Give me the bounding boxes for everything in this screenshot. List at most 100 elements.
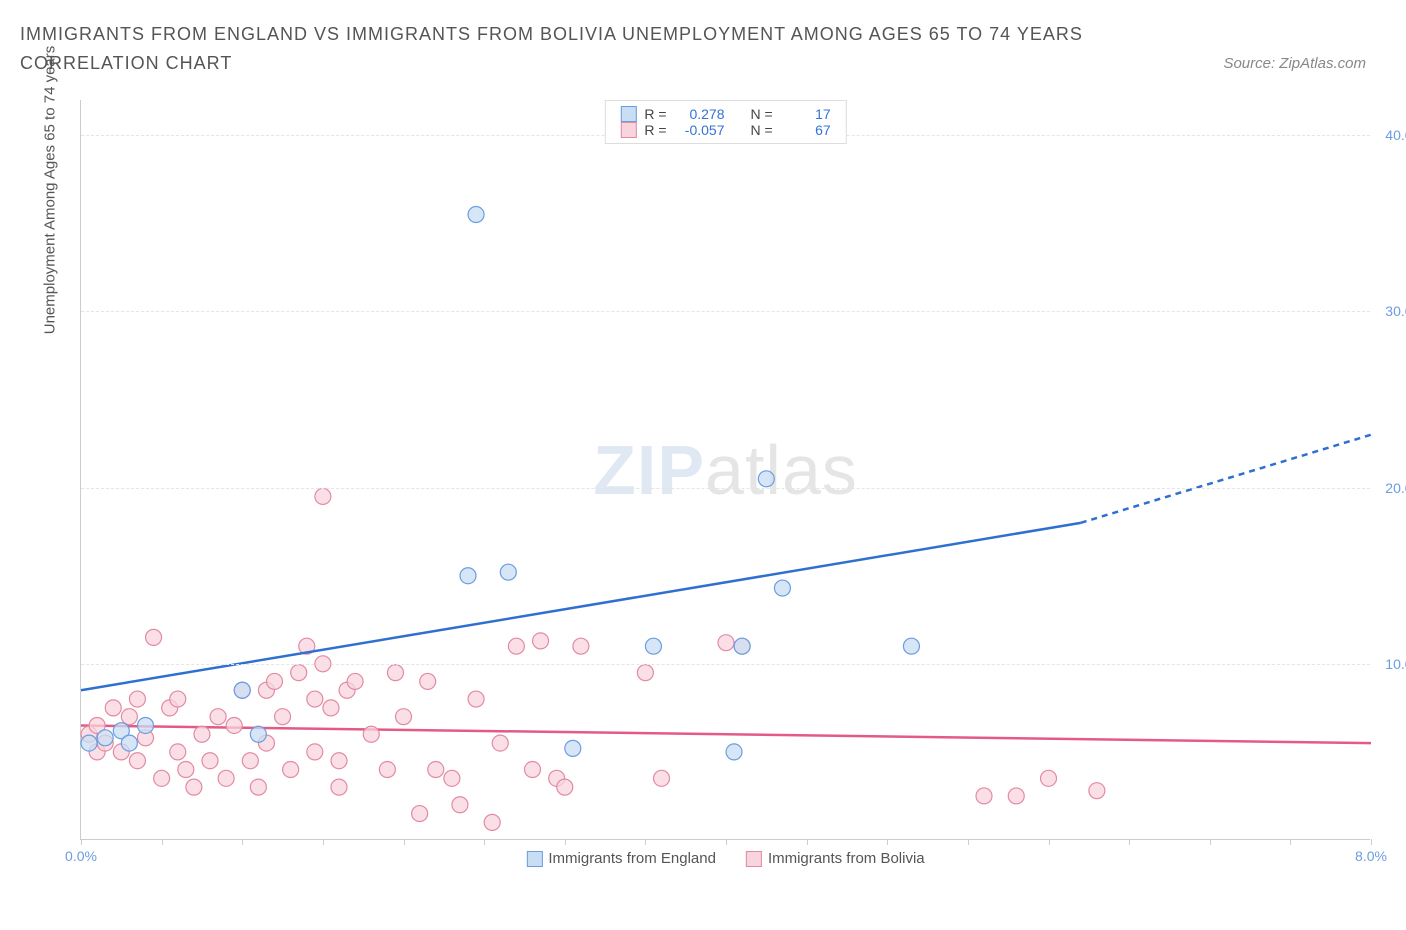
x-tick-mark — [242, 839, 243, 845]
data-point — [170, 744, 186, 760]
data-point — [242, 753, 258, 769]
data-point — [387, 665, 403, 681]
data-point — [726, 744, 742, 760]
y-axis-label: Unemployment Among Ages 65 to 74 years — [42, 46, 59, 335]
data-point — [347, 673, 363, 689]
data-point — [460, 568, 476, 584]
data-point — [81, 735, 97, 751]
x-tick-mark — [1129, 839, 1130, 845]
data-point — [250, 779, 266, 795]
n-value-england: 17 — [781, 106, 831, 122]
n-label: N = — [751, 122, 773, 138]
x-tick-mark — [726, 839, 727, 845]
r-label: R = — [644, 106, 666, 122]
r-value-bolivia: -0.057 — [675, 122, 725, 138]
legend-stats-box: R = 0.278 N = 17 R = -0.057 N = 67 — [604, 100, 846, 144]
chart-container: IMMIGRANTS FROM ENGLAND VS IMMIGRANTS FR… — [20, 20, 1386, 910]
x-tick-mark — [1210, 839, 1211, 845]
trend-line-dashed — [1081, 435, 1371, 523]
data-point — [275, 709, 291, 725]
swatch-bolivia-icon — [620, 122, 636, 138]
data-point — [758, 471, 774, 487]
data-point — [283, 762, 299, 778]
x-tick-mark — [645, 839, 646, 845]
data-point — [637, 665, 653, 681]
x-tick-mark — [323, 839, 324, 845]
x-tick-mark — [565, 839, 566, 845]
data-point — [428, 762, 444, 778]
legend-item-bolivia: Immigrants from Bolivia — [746, 850, 925, 867]
data-point — [484, 814, 500, 830]
swatch-england-icon — [526, 851, 542, 867]
x-tick-label: 0.0% — [65, 848, 97, 864]
data-point — [654, 770, 670, 786]
x-tick-mark — [968, 839, 969, 845]
data-point — [250, 726, 266, 742]
data-point — [557, 779, 573, 795]
gridline — [81, 488, 1370, 489]
plot-area: R = 0.278 N = 17 R = -0.057 N = 67 ZIPat… — [80, 100, 1370, 840]
data-point — [97, 730, 113, 746]
data-point — [234, 682, 250, 698]
data-point — [734, 638, 750, 654]
data-point — [468, 691, 484, 707]
r-label: R = — [644, 122, 666, 138]
x-tick-mark — [887, 839, 888, 845]
data-point — [267, 673, 283, 689]
data-point — [170, 691, 186, 707]
data-point — [508, 638, 524, 654]
data-point — [186, 779, 202, 795]
y-tick-label: 20.0% — [1385, 480, 1406, 496]
data-point — [1041, 770, 1057, 786]
data-point — [210, 709, 226, 725]
data-point — [903, 638, 919, 654]
r-value-england: 0.278 — [675, 106, 725, 122]
scatter-plot-svg — [81, 100, 1370, 839]
data-point — [565, 740, 581, 756]
data-point — [331, 753, 347, 769]
source-attribution: Source: ZipAtlas.com — [1223, 55, 1366, 72]
data-point — [420, 673, 436, 689]
x-tick-mark — [404, 839, 405, 845]
data-point — [363, 726, 379, 742]
chart-title: IMMIGRANTS FROM ENGLAND VS IMMIGRANTS FR… — [20, 20, 1120, 78]
data-point — [379, 762, 395, 778]
gridline — [81, 311, 1370, 312]
y-tick-label: 40.0% — [1385, 127, 1406, 143]
trend-line — [81, 523, 1081, 690]
data-point — [315, 488, 331, 504]
data-point — [146, 629, 162, 645]
data-point — [218, 770, 234, 786]
data-point — [138, 717, 154, 733]
x-tick-mark — [807, 839, 808, 845]
data-point — [121, 709, 137, 725]
data-point — [129, 753, 145, 769]
data-point — [121, 735, 137, 751]
data-point — [323, 700, 339, 716]
data-point — [307, 691, 323, 707]
data-point — [331, 779, 347, 795]
data-point — [129, 691, 145, 707]
data-point — [774, 580, 790, 596]
data-point — [718, 635, 734, 651]
legend-label-england: Immigrants from England — [548, 850, 716, 867]
legend-stats-row-bolivia: R = -0.057 N = 67 — [620, 122, 830, 138]
gridline — [81, 664, 1370, 665]
data-point — [492, 735, 508, 751]
swatch-england-icon — [620, 106, 636, 122]
data-point — [645, 638, 661, 654]
x-tick-mark — [1049, 839, 1050, 845]
data-point — [525, 762, 541, 778]
data-point — [533, 633, 549, 649]
data-point — [1008, 788, 1024, 804]
data-point — [396, 709, 412, 725]
data-point — [178, 762, 194, 778]
data-point — [444, 770, 460, 786]
data-point — [468, 207, 484, 223]
swatch-bolivia-icon — [746, 851, 762, 867]
x-tick-mark — [81, 839, 82, 845]
x-tick-mark — [162, 839, 163, 845]
n-label: N = — [751, 106, 773, 122]
data-point — [291, 665, 307, 681]
data-point — [500, 564, 516, 580]
